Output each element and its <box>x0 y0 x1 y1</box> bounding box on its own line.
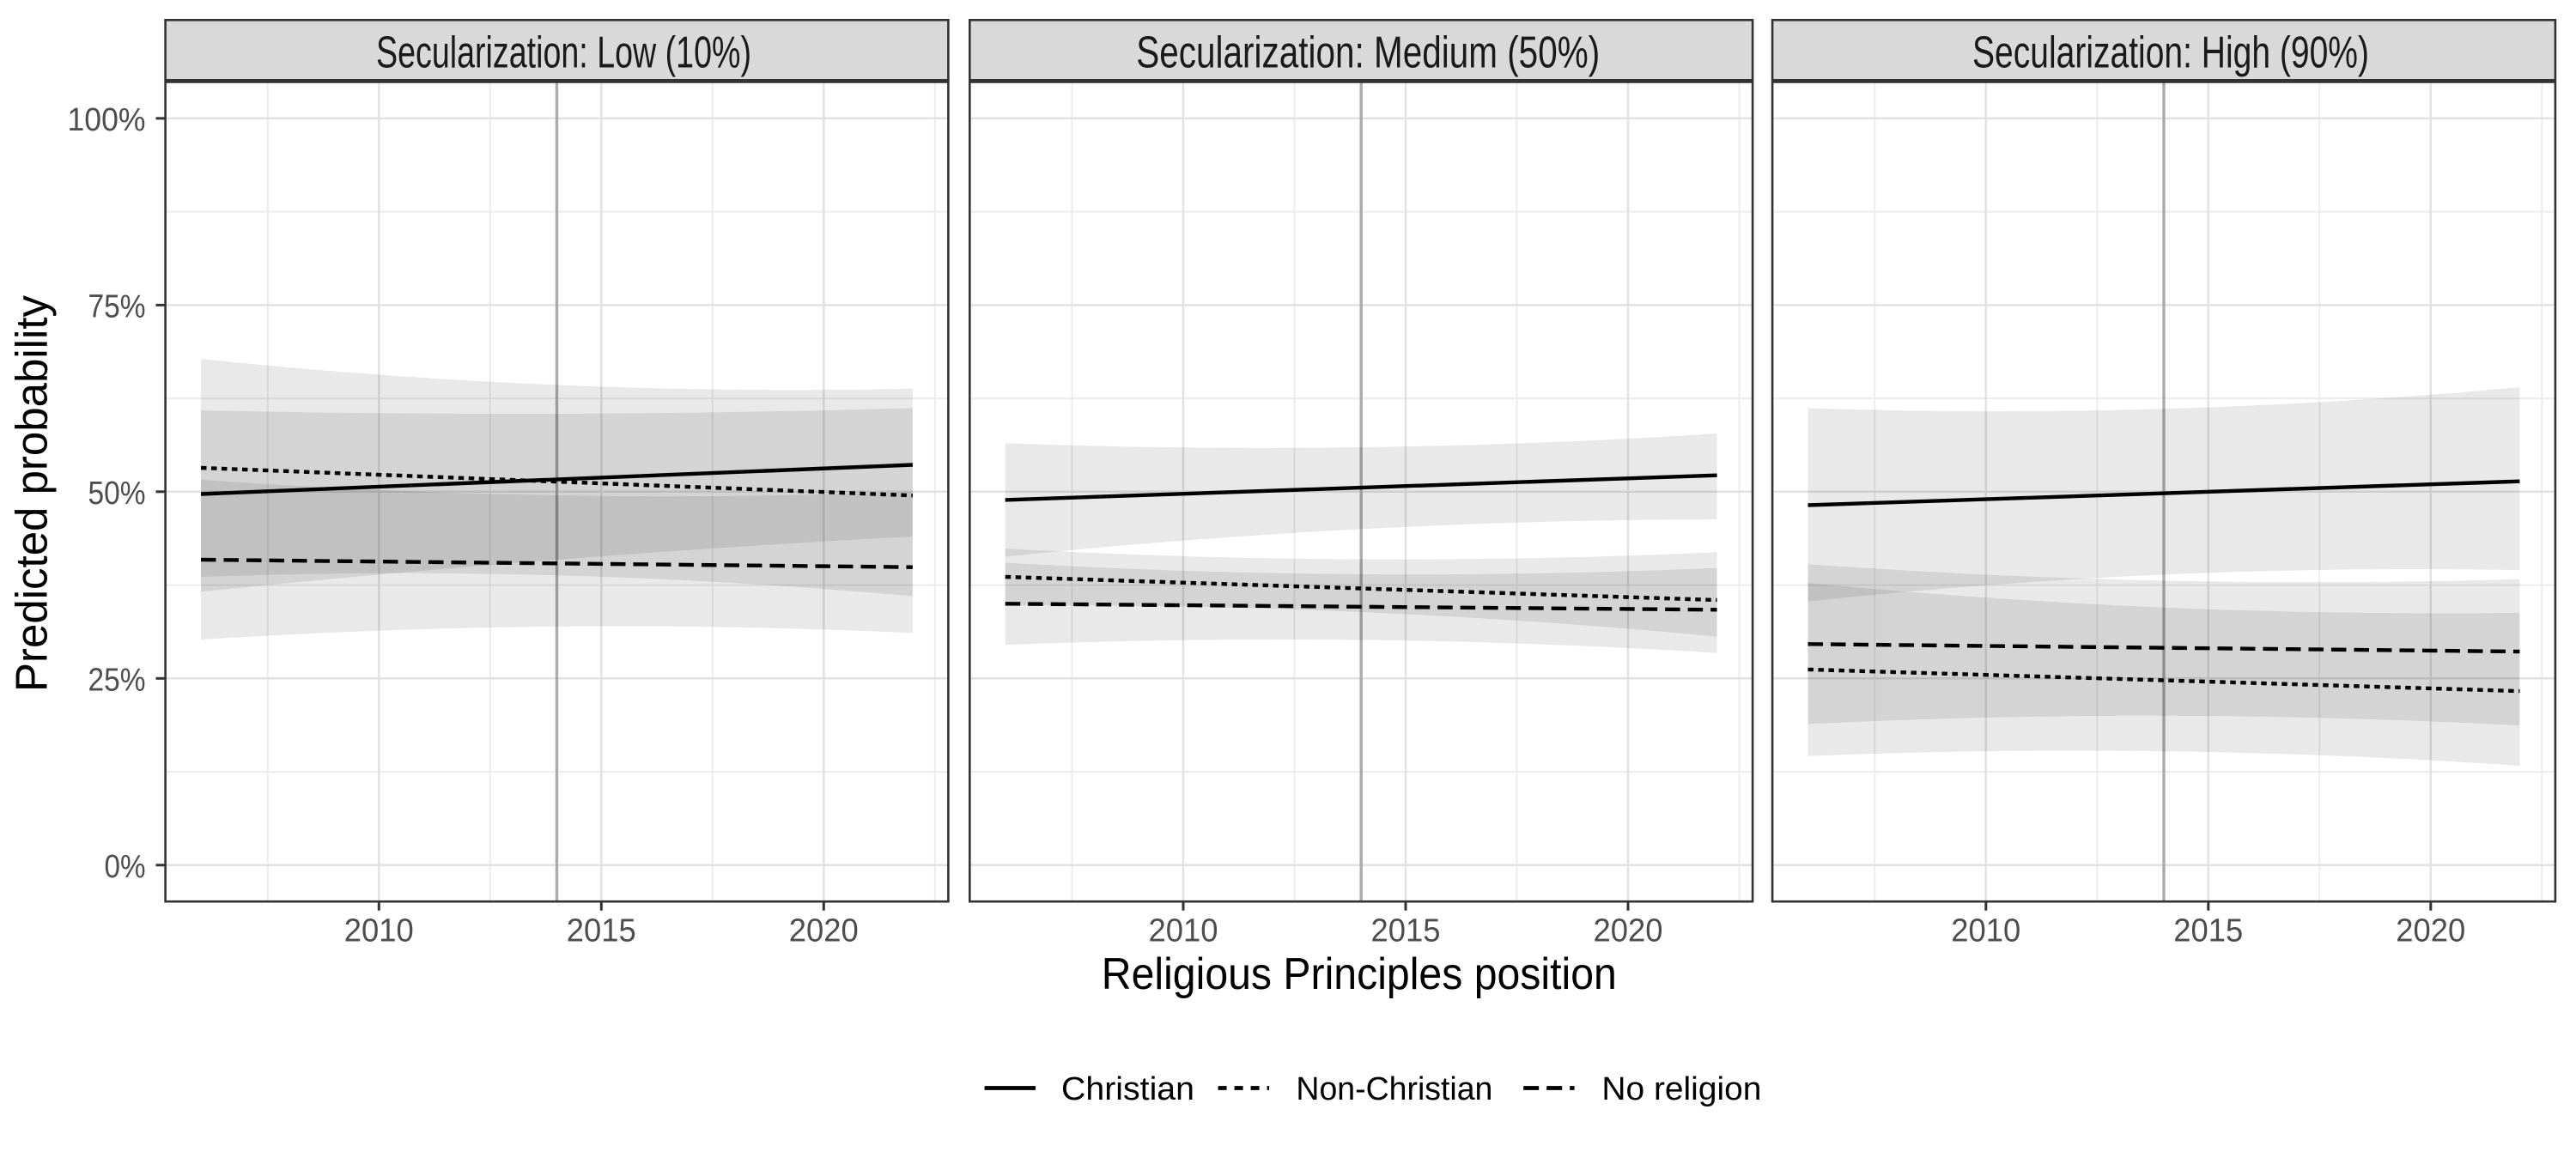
svg-text:50%: 50% <box>88 476 146 512</box>
svg-text:Religious Principles position: Religious Principles position <box>1102 949 1617 999</box>
svg-text:0%: 0% <box>105 849 146 885</box>
svg-text:2010: 2010 <box>344 913 414 949</box>
svg-text:2015: 2015 <box>2173 913 2243 949</box>
svg-text:Secularization: High (90%): Secularization: High (90%) <box>1972 28 2369 78</box>
svg-text:Secularization: Low (10%): Secularization: Low (10%) <box>376 28 751 78</box>
svg-text:100%: 100% <box>68 102 146 138</box>
svg-text:Secularization: Medium (50%): Secularization: Medium (50%) <box>1136 28 1600 78</box>
svg-text:No religion: No religion <box>1601 1071 1761 1107</box>
svg-text:Predicted probability: Predicted probability <box>7 295 57 692</box>
svg-text:2020: 2020 <box>789 913 859 949</box>
svg-text:Christian: Christian <box>1061 1071 1194 1107</box>
svg-text:2010: 2010 <box>1951 913 2020 949</box>
svg-text:2020: 2020 <box>2396 913 2465 949</box>
svg-text:75%: 75% <box>88 288 146 324</box>
svg-text:2015: 2015 <box>1371 913 1441 949</box>
svg-text:2020: 2020 <box>1594 913 1663 949</box>
svg-text:2010: 2010 <box>1149 913 1218 949</box>
svg-text:Non-Christian: Non-Christian <box>1296 1071 1492 1107</box>
svg-text:25%: 25% <box>88 662 146 698</box>
svg-text:2015: 2015 <box>567 913 636 949</box>
